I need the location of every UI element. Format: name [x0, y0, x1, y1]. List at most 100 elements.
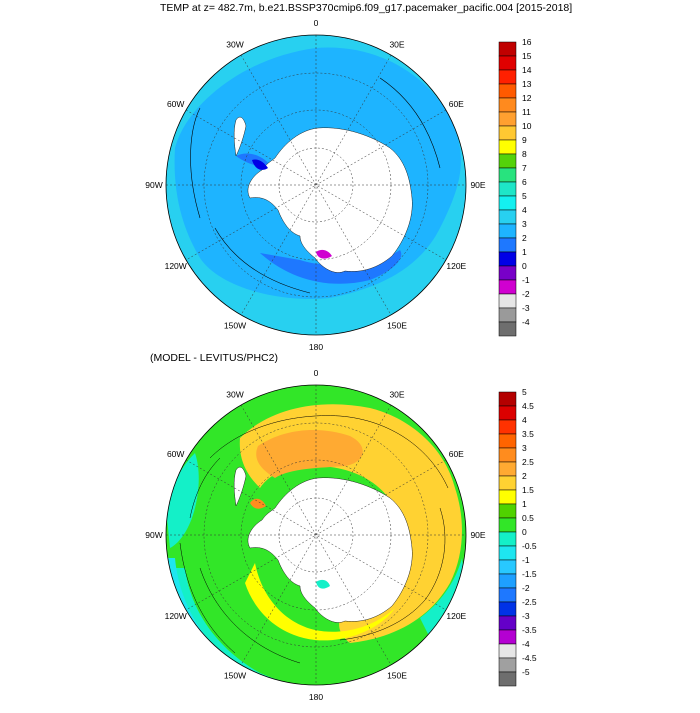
- colorbar-label: 13: [522, 79, 532, 89]
- colorbar-label: 7: [522, 163, 527, 173]
- colorbar-swatch: [498, 125, 517, 141]
- colorbar-swatch: [498, 419, 517, 435]
- colorbar-label: 10: [522, 121, 532, 131]
- colorbar-label: 1: [522, 499, 527, 509]
- colorbar-swatch: [498, 97, 517, 113]
- lon-label-90W: 90W: [145, 530, 162, 540]
- colorbar-label: -3.5: [522, 625, 537, 635]
- lon-label-120W: 120W: [165, 611, 187, 621]
- colorbar-label: -1: [522, 275, 530, 285]
- colorbar-label: 0.5: [522, 513, 534, 523]
- colorbar-swatch: [498, 69, 517, 85]
- colorbar-label: -0.5: [522, 541, 537, 551]
- difference-map-panel: 0 30E 60E 90E 120E 150E 180 150W 120W 90W 60W 30W 5…: [0, 368, 700, 708]
- antarctica-landmass: [247, 477, 413, 623]
- colorbar-swatch: [498, 573, 517, 589]
- colorbar-swatch: [498, 111, 517, 127]
- colorbar-swatch: [498, 587, 517, 603]
- colorbar-label: 4: [522, 205, 527, 215]
- lon-label-120E: 120E: [446, 261, 466, 271]
- lon-label-90E: 90E: [470, 530, 485, 540]
- lon-label-30W: 30W: [226, 390, 243, 400]
- colorbar-label: 15: [522, 51, 532, 61]
- colorbar-label: 2.5: [522, 457, 534, 467]
- longitude-labels: 0 30E 60E 90E 120E 150E 180 150W 120W 90W 60W 30W: [145, 18, 486, 352]
- colorbar-swatch: [498, 167, 517, 183]
- colorbar-label: 2: [522, 471, 527, 481]
- colorbar-swatch: [498, 83, 517, 99]
- colorbar-label: 3.5: [522, 429, 534, 439]
- lon-label-60W: 60W: [167, 99, 184, 109]
- colorbar-swatch: [498, 237, 517, 253]
- colorbar-label: 1: [522, 247, 527, 257]
- colorbar-swatch: [498, 251, 517, 267]
- colorbar-swatch: [498, 55, 517, 71]
- lon-label-150E: 150E: [387, 670, 407, 680]
- difference-polar-map: 0 30E 60E 90E 120E 150E 180 150W 120W 90W 60W 30W 5…: [145, 368, 537, 702]
- colorbar-label: -4: [522, 317, 530, 327]
- colorbar-swatch: [498, 209, 517, 225]
- colorbar-label: -2: [522, 289, 530, 299]
- colorbar-label: -5: [522, 667, 530, 677]
- colorbar-label: 2: [522, 233, 527, 243]
- longitude-labels: 0 30E 60E 90E 120E 150E 180 150W 120W 90W 60W 30W: [145, 368, 486, 702]
- colorbar-swatch: [498, 545, 517, 561]
- colorbar-label: 0: [522, 261, 527, 271]
- colorbar-label: -3: [522, 611, 530, 621]
- temperature-map-panel: 0 30E 60E 90E 120E 150E 180 150W 120W 90W 60W 30W 1…: [0, 18, 700, 358]
- lon-label-0: 0: [314, 18, 319, 28]
- colorbar-swatch: [498, 279, 517, 295]
- lon-label-60E: 60E: [449, 99, 464, 109]
- colorbar-label: 3: [522, 219, 527, 229]
- lon-label-30W: 30W: [226, 40, 243, 50]
- colorbar-swatch: [498, 475, 517, 491]
- graticule: [166, 385, 466, 685]
- colorbar-swatch: [498, 615, 517, 631]
- colorbar-swatch: [498, 391, 517, 407]
- colorbar-label: 14: [522, 65, 532, 75]
- colorbar-swatch: [498, 447, 517, 463]
- colorbar-swatch: [498, 503, 517, 519]
- colorbar-label: 12: [522, 93, 532, 103]
- colorbar-label: 8: [522, 149, 527, 159]
- graticule: [166, 35, 466, 335]
- lon-label-120W: 120W: [165, 261, 187, 271]
- colorbar-swatch: [498, 265, 517, 281]
- colorbar-label: 9: [522, 135, 527, 145]
- lon-label-90W: 90W: [145, 180, 162, 190]
- lon-label-150W: 150W: [224, 320, 246, 330]
- lon-label-60W: 60W: [167, 449, 184, 459]
- lon-label-150W: 150W: [224, 670, 246, 680]
- colorbar-label: 16: [522, 37, 532, 47]
- colorbar-swatch: [498, 629, 517, 645]
- colorbar-label: 6: [522, 177, 527, 187]
- lon-label-0: 0: [314, 368, 319, 378]
- lon-label-60E: 60E: [449, 449, 464, 459]
- lon-label-90E: 90E: [470, 180, 485, 190]
- colorbar-label: -4.5: [522, 653, 537, 663]
- colorbar-label: 0: [522, 527, 527, 537]
- lon-label-180: 180: [309, 342, 323, 352]
- colorbar-swatch: [498, 223, 517, 239]
- colorbar-label: -1: [522, 555, 530, 565]
- colorbar-label: -3: [522, 303, 530, 313]
- colorbar-label: 3: [522, 443, 527, 453]
- colorbar-swatch: [498, 461, 517, 477]
- colorbar-swatch: [498, 489, 517, 505]
- colorbar-swatch: [498, 139, 517, 155]
- difference-colorbar: 5 4.5 4 3.5 3 2.5 2 1.5 1 0.5 0 -0.5 -1 -1.5 -2 -2.5 -3 -…: [498, 387, 537, 687]
- colorbar-label: -2: [522, 583, 530, 593]
- colorbar-swatch: [498, 657, 517, 673]
- lon-label-30E: 30E: [389, 390, 404, 400]
- colorbar-swatch: [498, 195, 517, 211]
- colorbar-label: -1.5: [522, 569, 537, 579]
- colorbar-swatch: [498, 293, 517, 309]
- colorbar-swatch: [498, 559, 517, 575]
- colorbar-swatch: [498, 643, 517, 659]
- lon-label-120E: 120E: [446, 611, 466, 621]
- colorbar-label: 4.5: [522, 401, 534, 411]
- colorbar-swatch: [498, 601, 517, 617]
- colorbar-swatch: [498, 405, 517, 421]
